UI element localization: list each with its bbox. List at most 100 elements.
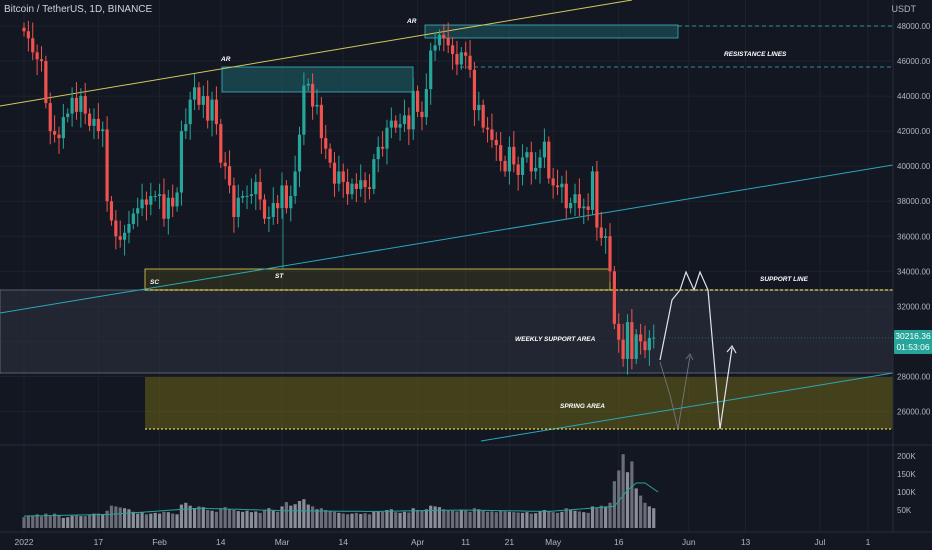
volume-bar xyxy=(542,510,547,528)
volume-bar xyxy=(547,510,551,528)
candle-body xyxy=(346,181,350,195)
candle-body xyxy=(402,115,407,125)
candle-body xyxy=(617,323,621,340)
volume-bar xyxy=(153,512,157,528)
volume-bar xyxy=(394,512,398,528)
time-tick-label: Mar xyxy=(275,537,290,547)
candle-body xyxy=(223,162,227,167)
candle-body xyxy=(499,145,503,161)
volume-bar xyxy=(61,517,65,528)
upper-channel-line xyxy=(0,0,633,107)
candle-body xyxy=(184,124,188,132)
volume-bar xyxy=(634,488,638,528)
resistance-box-1 xyxy=(424,24,679,39)
candle-body xyxy=(634,334,638,359)
volume-bar xyxy=(643,502,647,528)
candle-body xyxy=(442,34,446,39)
volume-bar xyxy=(555,512,560,528)
volume-bar xyxy=(525,512,529,528)
volume-bar xyxy=(516,512,520,528)
time-tick-label: 21 xyxy=(505,537,515,547)
volume-bar xyxy=(258,512,262,528)
candle-body xyxy=(149,195,153,205)
volume-bar xyxy=(232,510,236,528)
chart-lines xyxy=(0,0,894,442)
candle-body xyxy=(22,27,26,32)
volume-bar xyxy=(582,512,586,528)
candle-body xyxy=(494,139,498,146)
candle-body xyxy=(319,104,323,139)
volume-bar xyxy=(380,511,385,528)
volume-bar xyxy=(354,512,358,528)
candle-body xyxy=(74,97,79,112)
weekly-support-area-label: WEEKLY SUPPORT AREA xyxy=(515,336,596,343)
candle-body xyxy=(70,97,74,114)
volume-bar xyxy=(346,514,350,528)
candle-body xyxy=(131,213,135,224)
candle-body xyxy=(380,146,385,149)
projection-arrow-head xyxy=(726,344,737,354)
time-tick-label: 11 xyxy=(461,537,470,547)
volume-bar xyxy=(625,472,630,528)
volume-bar xyxy=(415,510,420,528)
time-axis[interactable]: 2022 17 Feb 14 Mar 14 Apr 11 21 May 16 Jun 13 Jul 1 xyxy=(15,537,871,547)
volume-bar xyxy=(367,514,372,528)
candle-body xyxy=(599,227,603,239)
candle-body xyxy=(241,195,245,198)
volume-bar xyxy=(214,511,219,528)
candle-body xyxy=(144,199,149,205)
time-tick-label: Apr xyxy=(411,537,424,547)
projection-arrow-head-alt xyxy=(685,353,694,361)
price-tick-label: 34000.00 xyxy=(897,267,931,276)
volume-bar xyxy=(166,512,170,528)
candle-body xyxy=(35,52,39,60)
candle-body xyxy=(87,113,92,126)
candle-body xyxy=(44,61,48,104)
candle-body xyxy=(516,164,520,175)
volume-bar xyxy=(74,515,79,528)
volume-bar xyxy=(499,510,503,528)
volume-bar xyxy=(621,454,625,528)
candle-body xyxy=(643,341,647,351)
time-tick-label: 16 xyxy=(614,537,624,547)
volume-bar xyxy=(577,511,581,528)
candle-body xyxy=(359,180,363,189)
candle-body xyxy=(590,171,595,210)
candle-body xyxy=(214,99,219,125)
candle-body xyxy=(166,197,170,219)
candle-body xyxy=(26,31,30,39)
candle-body xyxy=(385,127,389,149)
candles xyxy=(22,20,656,375)
volume-bar xyxy=(276,511,280,528)
support-range-box xyxy=(144,268,611,291)
volume-bar xyxy=(437,507,442,528)
volume-bar xyxy=(236,511,240,528)
volume-bar xyxy=(359,513,363,528)
candle-body xyxy=(577,194,581,209)
st-label: ST xyxy=(275,273,284,280)
candle-body xyxy=(582,206,586,209)
candle-body xyxy=(48,103,52,132)
volume-bar xyxy=(402,511,407,528)
candle-body xyxy=(367,187,372,189)
candle-body xyxy=(525,152,529,158)
current-price-value: 30216.36 xyxy=(895,331,931,341)
volume-bar xyxy=(332,511,337,528)
candle-body xyxy=(105,129,109,202)
candle-body xyxy=(258,181,262,200)
chart-labels: AR AR SC ST RESISTANCE LINES SUPPORT LIN… xyxy=(150,18,809,410)
candle-body xyxy=(490,129,494,140)
candle-body xyxy=(153,195,157,197)
volume-bar xyxy=(560,511,564,528)
candle-body xyxy=(507,146,512,172)
volume-bar xyxy=(280,506,284,528)
candle-body xyxy=(219,124,223,163)
volume-bar xyxy=(297,501,302,528)
volume-bar xyxy=(109,505,114,528)
candle-body xyxy=(394,120,398,128)
candle-body xyxy=(332,162,337,184)
price-axis[interactable]: 26000.0028000.0030000.0032000.0034000.00… xyxy=(897,22,931,416)
volume-bar xyxy=(79,516,83,528)
volume-bar xyxy=(267,508,271,528)
